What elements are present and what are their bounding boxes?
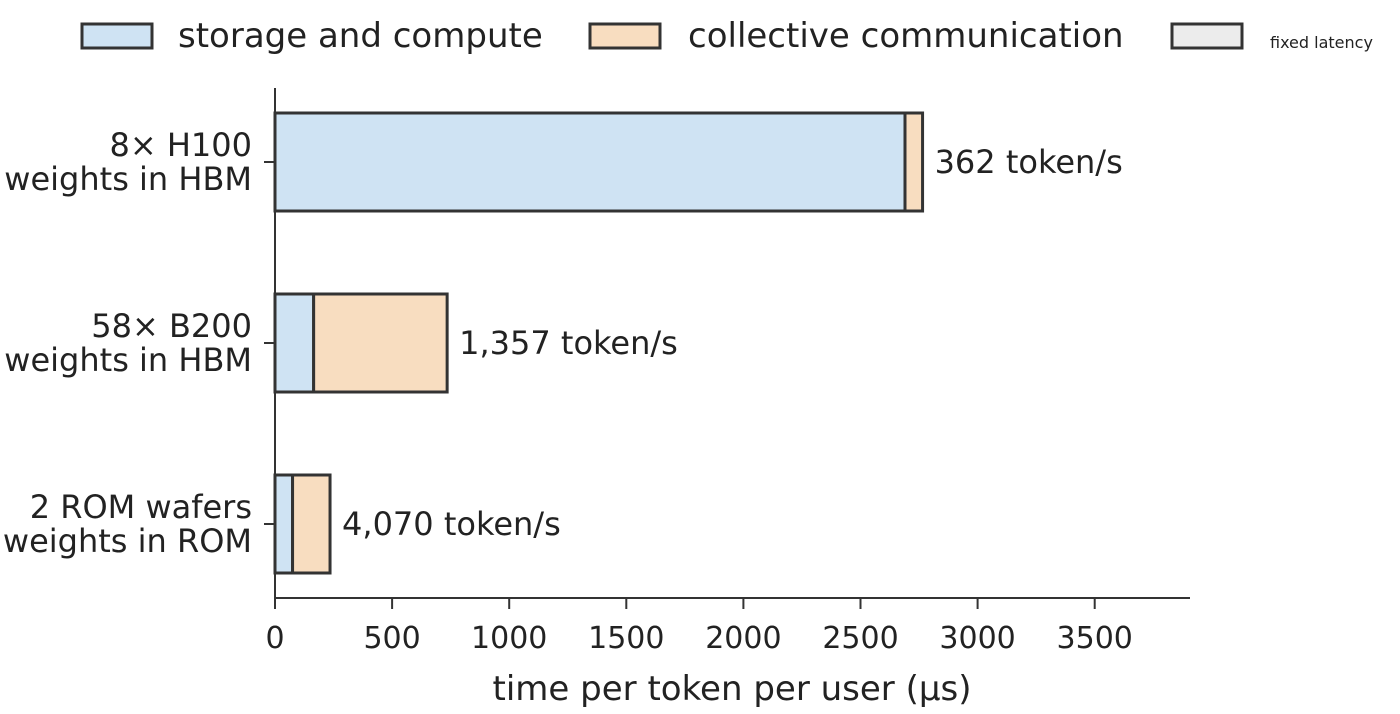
bar-segment-storage-and-compute	[273, 473, 295, 575]
x-tick-label: 3000	[939, 621, 1015, 656]
x-ticks: 0 500 1000 1500 2000 2500 3000 3500	[265, 598, 1133, 656]
x-tick-label: 1000	[471, 621, 547, 656]
legend-swatch	[80, 22, 154, 50]
bar-segment-collective-communication	[312, 292, 449, 394]
category-label: 8× H100	[110, 126, 252, 164]
legend-swatch	[1170, 22, 1244, 50]
category-label: weights in HBM	[4, 160, 252, 198]
x-tick-label: 500	[363, 621, 420, 656]
data-label: 1,357 token/s	[459, 324, 678, 362]
x-tick-label: 1500	[588, 621, 664, 656]
x-tick-label: 2500	[822, 621, 898, 656]
category-label: 58× B200	[91, 307, 252, 345]
legend-label: fixed latency	[1270, 33, 1373, 52]
bar-segment-storage-and-compute	[273, 111, 907, 213]
bar-segment-collective-communication	[903, 111, 925, 213]
legend-swatch	[588, 22, 662, 50]
axes	[264, 88, 1190, 599]
bars	[273, 111, 925, 575]
legend-label: storage and compute	[178, 16, 543, 56]
x-axis-title: time per token per user (µs)	[493, 669, 972, 709]
bar-segment-storage-and-compute	[273, 292, 316, 394]
bar-segment-collective-communication	[291, 473, 332, 575]
legend: storage and compute collective communicat…	[80, 16, 1373, 56]
category-label: 2 ROM wafers	[30, 488, 252, 526]
x-tick-label: 3500	[1057, 621, 1133, 656]
category-label: weights in ROM	[3, 522, 252, 560]
category-label: weights in HBM	[4, 341, 252, 379]
data-labels: 362 token/s 1,357 token/s 4,070 token/s	[342, 143, 1123, 543]
x-tick-label: 2000	[705, 621, 781, 656]
x-tick-label: 0	[265, 621, 284, 656]
legend-label: collective communication	[688, 16, 1124, 56]
data-label: 4,070 token/s	[342, 505, 561, 543]
data-label: 362 token/s	[935, 143, 1123, 181]
